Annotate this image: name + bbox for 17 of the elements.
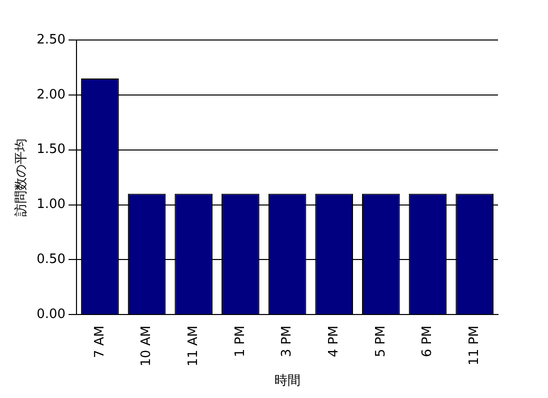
y-axis-title: 訪問数の平均	[14, 138, 30, 216]
y-tick-label: 0.00	[36, 306, 66, 322]
x-tick-label: 11 PM	[466, 326, 482, 366]
x-axis-title: 時間	[274, 374, 300, 389]
y-tick-label: 2.50	[36, 32, 66, 48]
x-tick-label: 6 PM	[420, 326, 436, 358]
y-tick-label: 2.00	[36, 87, 66, 102]
x-tick-label: 4 PM	[326, 326, 342, 358]
x-tick-label: 7 AM	[92, 326, 108, 358]
x-tick-label: 11 AM	[186, 326, 201, 366]
x-tick-label: 1 PM	[232, 326, 248, 358]
y-tick-label: 1.00	[36, 197, 66, 212]
x-tick-label: 5 PM	[373, 326, 388, 358]
x-tick-label: 10 AM	[139, 326, 154, 366]
x-tick-label: 3 PM	[280, 326, 295, 358]
y-tick-label: 0.50	[36, 252, 66, 268]
y-tick-label: 1.50	[36, 142, 66, 158]
